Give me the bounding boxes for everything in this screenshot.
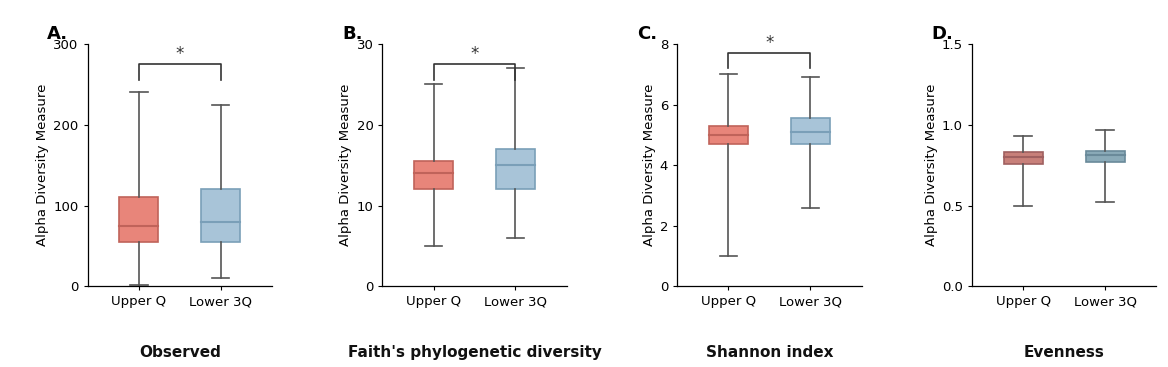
Text: Faith's phylogenetic diversity: Faith's phylogenetic diversity	[348, 345, 602, 360]
FancyBboxPatch shape	[201, 189, 241, 242]
FancyBboxPatch shape	[791, 118, 829, 144]
FancyBboxPatch shape	[1003, 152, 1043, 164]
Text: Evenness: Evenness	[1023, 345, 1105, 360]
Text: B.: B.	[342, 25, 362, 43]
Y-axis label: Alpha Diversity Measure: Alpha Diversity Measure	[340, 84, 353, 246]
Text: C.: C.	[637, 25, 656, 43]
Y-axis label: Alpha Diversity Measure: Alpha Diversity Measure	[925, 84, 938, 246]
Y-axis label: Alpha Diversity Measure: Alpha Diversity Measure	[36, 84, 49, 246]
FancyBboxPatch shape	[496, 149, 535, 189]
Text: D.: D.	[932, 25, 953, 43]
FancyBboxPatch shape	[415, 161, 453, 189]
Text: A.: A.	[47, 25, 68, 43]
Y-axis label: Alpha Diversity Measure: Alpha Diversity Measure	[642, 84, 655, 246]
Text: *: *	[471, 45, 479, 63]
FancyBboxPatch shape	[709, 126, 748, 144]
Text: Observed: Observed	[139, 345, 221, 360]
FancyBboxPatch shape	[1086, 150, 1125, 162]
Text: *: *	[175, 45, 183, 63]
FancyBboxPatch shape	[119, 197, 158, 242]
Text: Shannon index: Shannon index	[705, 345, 833, 360]
Text: *: *	[765, 34, 773, 52]
